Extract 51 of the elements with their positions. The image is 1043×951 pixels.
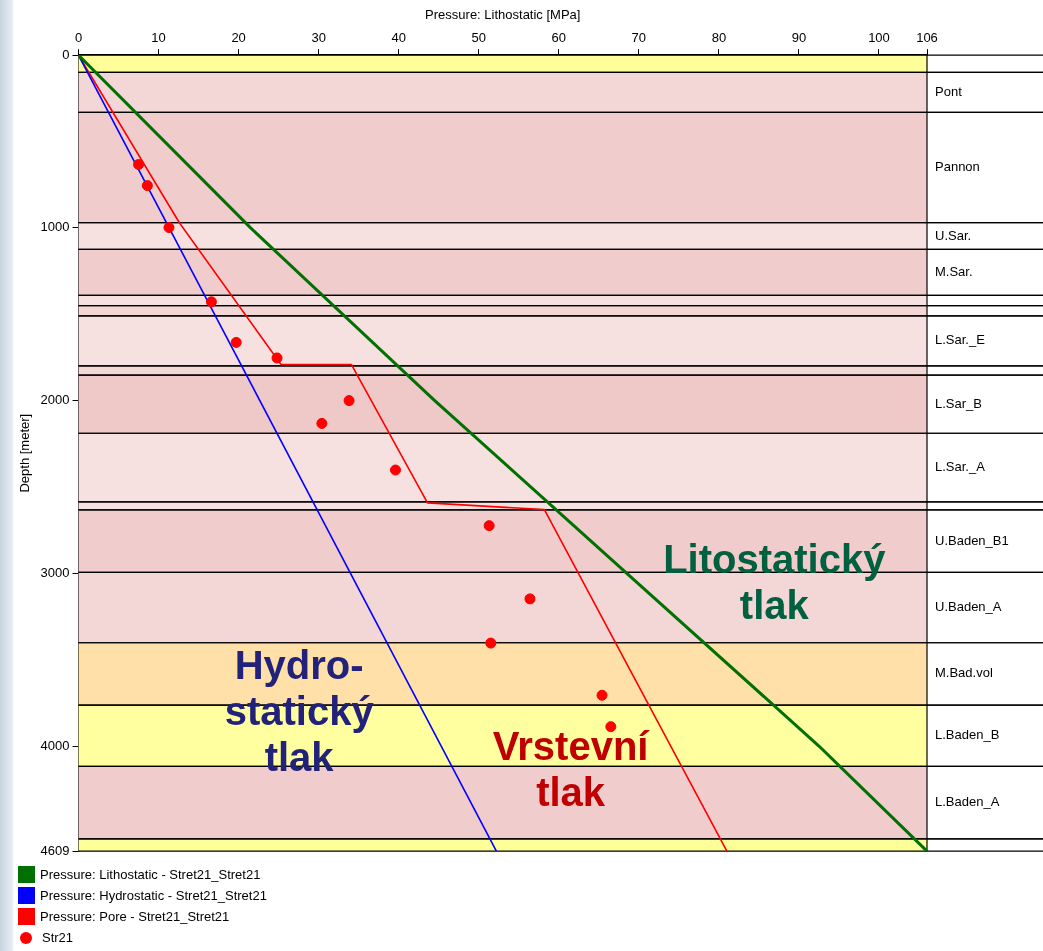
point bbox=[205, 296, 217, 308]
x-tick-label: 30 bbox=[311, 29, 326, 45]
band-label: U.Baden_B1 bbox=[935, 532, 1009, 548]
legend-label: Pressure: Hydrostatic - Stret21_Stret21 bbox=[40, 888, 267, 903]
band-label: L.Sar_B bbox=[935, 395, 982, 411]
band-label: L.Baden_B bbox=[935, 727, 1000, 743]
annotation: Litostatický tlak bbox=[663, 536, 887, 627]
point bbox=[133, 159, 145, 171]
point bbox=[230, 336, 242, 348]
point bbox=[163, 222, 175, 234]
x-tick-label: 90 bbox=[791, 29, 807, 45]
y-tick-label: 0 bbox=[62, 46, 70, 62]
x-tick-label: 40 bbox=[391, 29, 406, 45]
point bbox=[485, 637, 497, 649]
band-label: M.Sar. bbox=[935, 263, 973, 279]
annotation: Vrstevní tlak bbox=[492, 723, 651, 814]
x-tick-label: 10 bbox=[151, 29, 166, 45]
x-tick-label: 50 bbox=[471, 29, 486, 45]
x-axis-title: Pressure: Lithostatic [MPa] bbox=[425, 7, 581, 23]
point bbox=[271, 352, 283, 364]
band-label: U.Baden_A bbox=[935, 599, 1002, 615]
x-tick-label: 70 bbox=[631, 29, 647, 45]
y-tick-label: 1000 bbox=[40, 219, 70, 235]
legend-label: Pressure: Pore - Stret21_Stret21 bbox=[40, 909, 230, 924]
band-label: L.Baden_A bbox=[935, 794, 1000, 810]
point bbox=[141, 180, 153, 192]
x-tick-label: 20 bbox=[231, 29, 246, 45]
x-tick-label: 106 bbox=[916, 29, 938, 45]
x-tick-label: 80 bbox=[711, 29, 727, 45]
point bbox=[343, 395, 355, 407]
x-tick-label: 0 bbox=[74, 29, 83, 45]
band-label: M.Bad.vol bbox=[935, 665, 993, 681]
point bbox=[596, 689, 608, 701]
x-tick-label: 100 bbox=[868, 29, 890, 45]
point bbox=[390, 464, 401, 476]
band-label: Pannon bbox=[935, 159, 980, 175]
point bbox=[483, 520, 495, 532]
point bbox=[524, 593, 536, 605]
x-tick-label: 60 bbox=[551, 29, 567, 45]
legend-label: Str21 bbox=[42, 930, 74, 945]
y-tick-label: 2000 bbox=[40, 392, 70, 408]
legend-label: Pressure: Lithostatic - Stret21_Stret21 bbox=[40, 867, 261, 882]
y-tick-label: 4000 bbox=[40, 737, 70, 753]
band-label: L.Sar._A bbox=[935, 459, 986, 475]
band-label: Pont bbox=[935, 84, 963, 99]
band-label: L.Sar._E bbox=[935, 332, 986, 348]
y-axis-title: Depth [meter] bbox=[17, 413, 33, 493]
y-tick-label: 4609 bbox=[40, 842, 70, 858]
y-tick-label: 3000 bbox=[40, 564, 70, 580]
point bbox=[316, 417, 328, 429]
band-label: U.Sar. bbox=[935, 227, 972, 243]
